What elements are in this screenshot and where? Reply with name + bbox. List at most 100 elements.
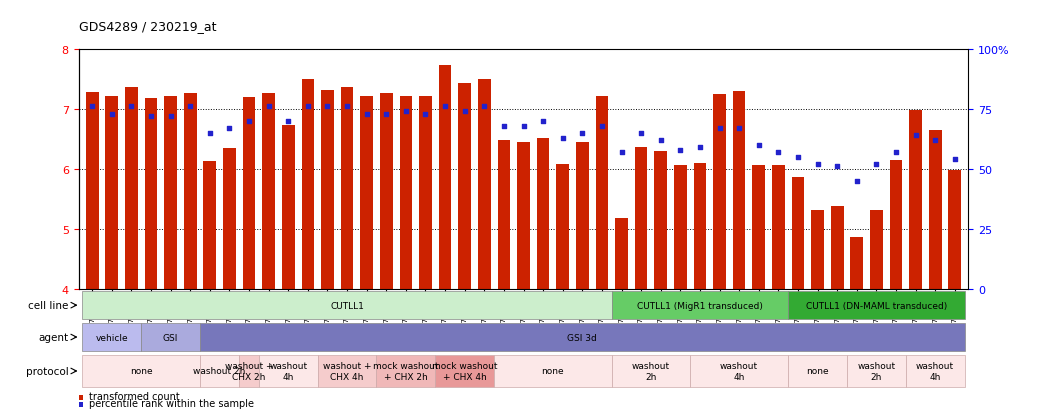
Point [809,161,826,168]
Bar [317,355,377,387]
Point [221,125,238,132]
Point [554,135,571,142]
Bar [949,171,961,289]
Point [182,104,199,110]
Point [594,123,610,130]
Bar [870,210,883,289]
Point [201,130,218,137]
Point [437,104,453,110]
Point [751,142,767,149]
Point [770,149,786,156]
Point [338,104,355,110]
Bar [203,161,217,289]
Text: GDS4289 / 230219_at: GDS4289 / 230219_at [79,20,216,33]
Bar [200,323,964,351]
Bar [83,323,141,351]
Bar [788,292,964,319]
Bar [125,88,138,289]
Bar [713,95,726,289]
Bar [400,96,413,289]
Bar [596,96,608,289]
Point [927,137,943,144]
Point [476,104,493,110]
Point [789,154,806,161]
Bar [282,126,294,289]
Point [495,123,512,130]
Bar [788,355,847,387]
Bar [611,292,788,319]
Bar [223,149,236,289]
Bar [674,166,687,289]
Text: washout +
CHX 2h: washout + CHX 2h [225,361,273,381]
Text: GSI: GSI [163,333,178,342]
Point [142,113,159,120]
Bar [321,90,334,289]
Bar [929,131,941,289]
Bar [340,88,354,289]
Bar [906,355,964,387]
Bar [494,355,611,387]
Bar [556,164,570,289]
Bar [733,91,745,289]
Point [672,147,689,154]
Bar [144,99,157,289]
Bar [302,79,314,289]
Bar [772,165,784,289]
Bar [184,94,197,289]
Bar [616,218,628,289]
Point [104,111,120,118]
Point [868,161,885,168]
Bar [86,93,98,289]
Point [358,111,375,118]
Text: percentile rank within the sample: percentile rank within the sample [89,399,253,408]
Point [614,149,630,156]
Bar [811,210,824,289]
Text: none: none [541,367,564,375]
Point [829,164,846,170]
Bar [200,355,240,387]
Bar [850,237,863,289]
Point [652,137,669,144]
Point [731,125,748,132]
Point [241,118,258,125]
Bar [611,355,690,387]
Text: CUTLL1 (DN-MAML transduced): CUTLL1 (DN-MAML transduced) [806,301,946,310]
Text: washout +
CHX 4h: washout + CHX 4h [322,361,372,381]
Bar [693,164,707,289]
Bar [634,148,647,289]
Text: none: none [130,367,153,375]
Text: mock washout
+ CHX 4h: mock washout + CHX 4h [432,361,497,381]
Bar [259,355,317,387]
Text: washout
2h: washout 2h [857,361,895,381]
Text: agent: agent [39,332,69,342]
Bar [830,206,844,289]
Point [711,125,728,132]
Bar [263,94,275,289]
Text: washout
4h: washout 4h [720,361,758,381]
Point [261,104,277,110]
Text: washout 2h: washout 2h [194,367,246,375]
Bar [439,66,451,289]
Text: mock washout
+ CHX 2h: mock washout + CHX 2h [373,361,439,381]
Text: transformed count: transformed count [89,392,179,401]
Bar [690,355,788,387]
Point [299,104,316,110]
Point [888,149,905,156]
Bar [141,323,200,351]
Point [632,130,649,137]
Point [456,109,473,115]
Text: CUTLL1: CUTLL1 [330,301,364,310]
Point [84,104,101,110]
Point [692,145,709,151]
Bar [497,140,510,289]
Text: cell line: cell line [28,300,69,311]
Bar [537,138,550,289]
Bar [106,96,118,289]
Bar [164,96,177,289]
Bar [847,355,906,387]
Bar [436,355,494,387]
Text: washout
4h: washout 4h [916,361,954,381]
Bar [83,355,200,387]
Bar [243,97,255,289]
Bar [654,152,667,289]
